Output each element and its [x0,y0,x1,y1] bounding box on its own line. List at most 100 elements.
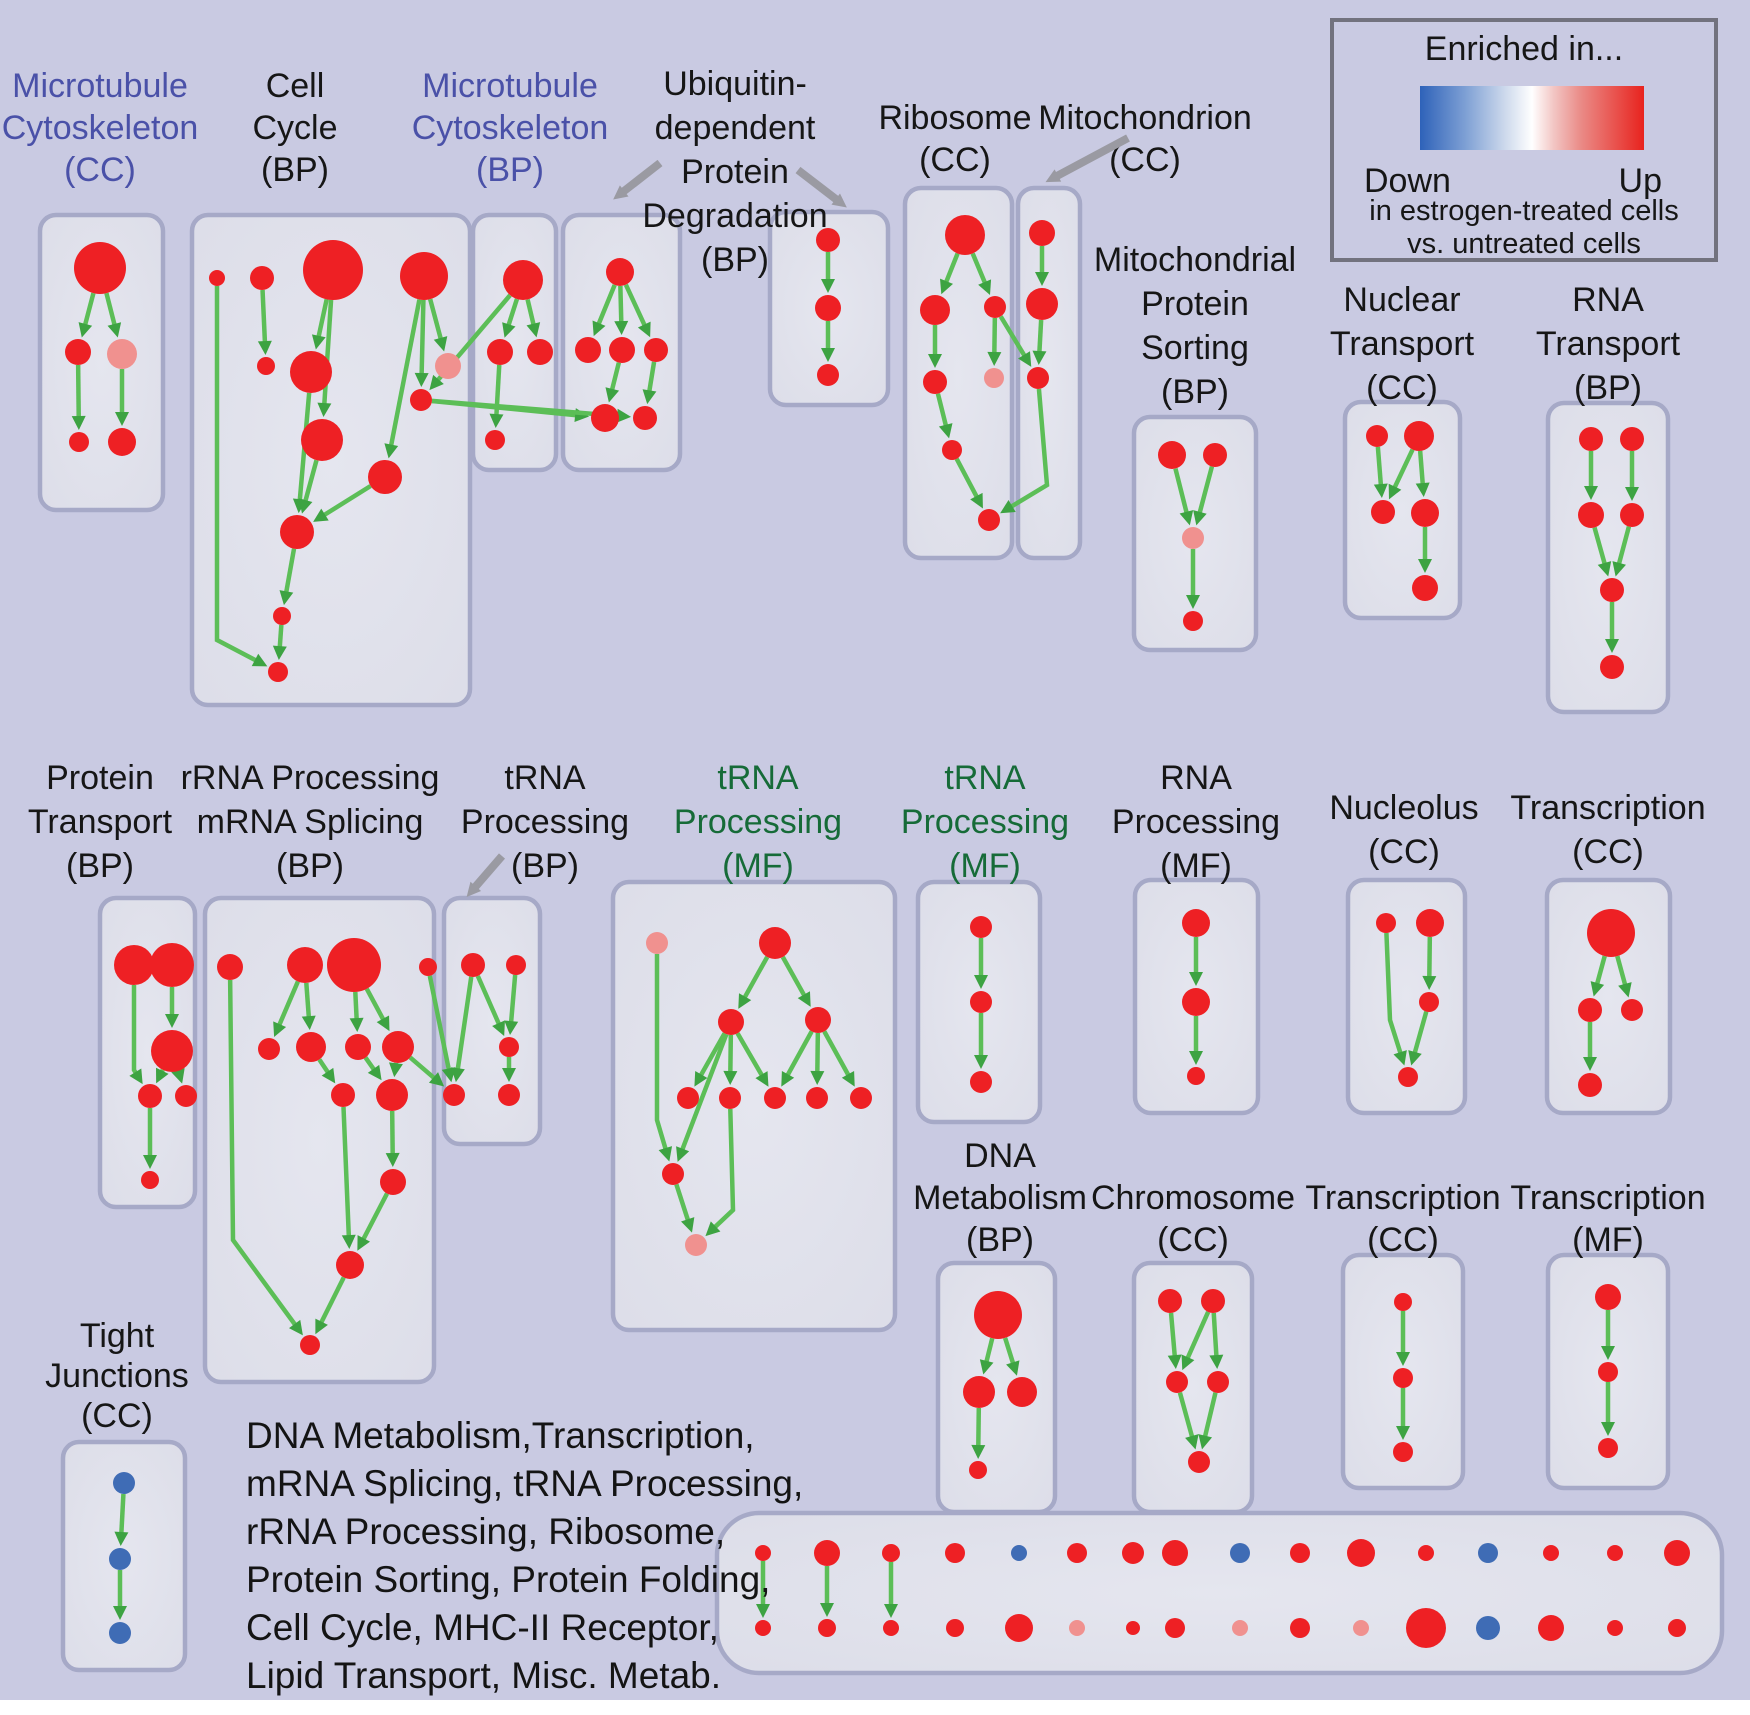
edge [735,1032,766,1080]
legend-up-label: Up [1618,162,1662,200]
edge [1594,955,1607,988]
label-mitochondrial-protein-sorting-bp: Protein [1141,285,1249,323]
node-trna-processing-mf-small [970,1071,992,1093]
edge [118,1493,126,1537]
label-chromosome-cc: Chromosome [1091,1179,1295,1217]
arrowhead-icon [605,387,620,403]
node-chromosome-cc [1207,1371,1229,1393]
arrowhead-icon [273,1021,287,1038]
edge [431,398,622,419]
arrowhead-icon [171,1068,185,1084]
arrowhead-icon [705,1221,721,1237]
node-strip-top [1664,1540,1690,1566]
edge [505,298,520,329]
arrowhead-icon [821,348,835,362]
edge [525,298,537,329]
arrowhead-icon [637,321,651,338]
legend-subtitle-1: in estrogen-treated cells [1369,195,1679,227]
layer-edges [71,246,1639,1620]
node-strip-bottom [818,1619,836,1637]
node-ubiquitin-degradation-bp-left [591,404,619,432]
node-transcription-mf [1598,1362,1618,1382]
box-chromosome-cc [1131,1260,1255,1515]
node-chromosome-cc [1158,1289,1182,1313]
edge [1007,388,1050,511]
node-ubiquitin-degradation-bp-right [816,228,840,252]
node-nuclear-transport-cc [1412,575,1438,601]
node-strip-bottom [1069,1620,1085,1636]
node-chromosome-cc [1166,1371,1188,1393]
arrowhead-icon [1189,972,1203,986]
arrowhead-icon [301,1015,316,1031]
node-cell-cycle-bp [303,240,363,300]
edge [315,298,329,341]
arrowhead-icon [978,279,992,295]
arrowhead-icon [1597,561,1612,577]
arrowhead-icon [113,1606,127,1620]
node-rna-transport-bp [1600,578,1624,602]
node-cell-cycle-bp [290,351,332,393]
arrowhead-icon [1583,1057,1597,1071]
arrowhead-icon [311,334,326,350]
label-microtubule-cytoskeleton-bp: Microtubule [422,67,598,105]
edge [1036,319,1044,356]
edge [646,361,657,395]
node-strip-bottom [946,1619,964,1637]
arrowhead-icon [1388,483,1402,500]
node-microtubule-cytoskeleton-bp [527,339,553,365]
node-rrna-processing-mrna-splicing-bp [296,1032,326,1062]
box-trna-processing-mf-large [610,879,898,1333]
arrowhead-icon [384,443,399,459]
edge [1417,450,1426,488]
label-rna-processing-mf: (MF) [1160,847,1232,885]
node-dna-metabolism-bp [963,1376,995,1408]
arrowhead-icon [1045,169,1062,183]
node-strip-top [1230,1543,1250,1563]
edge [998,315,1029,360]
node-protein-transport-bp [114,945,154,985]
node-rna-transport-bp [1600,655,1624,679]
arrowhead-icon [810,1070,825,1086]
arrowhead-icon [389,1062,403,1078]
arrowhead-icon [414,372,429,388]
node-cell-cycle-bp [400,252,448,300]
label-microtubule-cytoskeleton-cc: Microtubule [12,67,188,105]
edge [388,299,422,449]
arrowhead-icon [502,322,516,338]
arrowhead-icon [1396,1426,1410,1440]
label-trna-processing-bp: Processing [461,803,629,841]
edge [784,1030,814,1079]
label-ubiquitin-degradation-bp-left: Protein [681,153,789,191]
node-tight-junctions-cc [113,1472,135,1494]
arrowhead-icon [441,1067,456,1083]
arrowhead-icon [1189,1051,1203,1065]
node-mitochondrial-protein-sorting-bp [1183,611,1203,631]
edge [1002,1337,1017,1367]
label-trna-processing-mf-small: tRNA [944,759,1026,797]
arrowhead-icon [376,1015,390,1032]
label-rrna-processing-mrna-splicing-bp: rRNA Processing [181,759,440,797]
edge [697,1032,727,1080]
edge [795,166,842,205]
arrowhead-icon [1000,500,1016,514]
edge [389,1110,395,1158]
edge [1196,466,1215,517]
label-mitochondrial-protein-sorting-bp: Sorting [1141,329,1249,367]
edge [983,1337,995,1366]
label-rna-transport-bp: Transport [1536,325,1681,363]
edge [1391,448,1415,492]
node-rna-processing-mf [1182,988,1210,1016]
node-transcription-cc-middle [1578,998,1602,1022]
label-trna-processing-bp: (BP) [511,847,579,885]
node-rrna-processing-mrna-splicing-bp [258,1038,280,1060]
node-ubiquitin-degradation-bp-left [633,406,657,430]
label-rrna-processing-mrna-splicing-bp: mRNA Splicing [197,803,424,841]
node-ribosome-cc [984,368,1004,388]
arrowhead-icon [1408,1050,1422,1066]
arrowhead-icon [321,1067,336,1084]
edge [1592,526,1608,568]
label-trna-processing-mf-small: (MF) [949,847,1021,885]
node-strip-bottom [1607,1620,1623,1636]
label-rna-transport-bp: (BP) [1574,369,1642,407]
arrowhead-icon [1612,561,1626,577]
